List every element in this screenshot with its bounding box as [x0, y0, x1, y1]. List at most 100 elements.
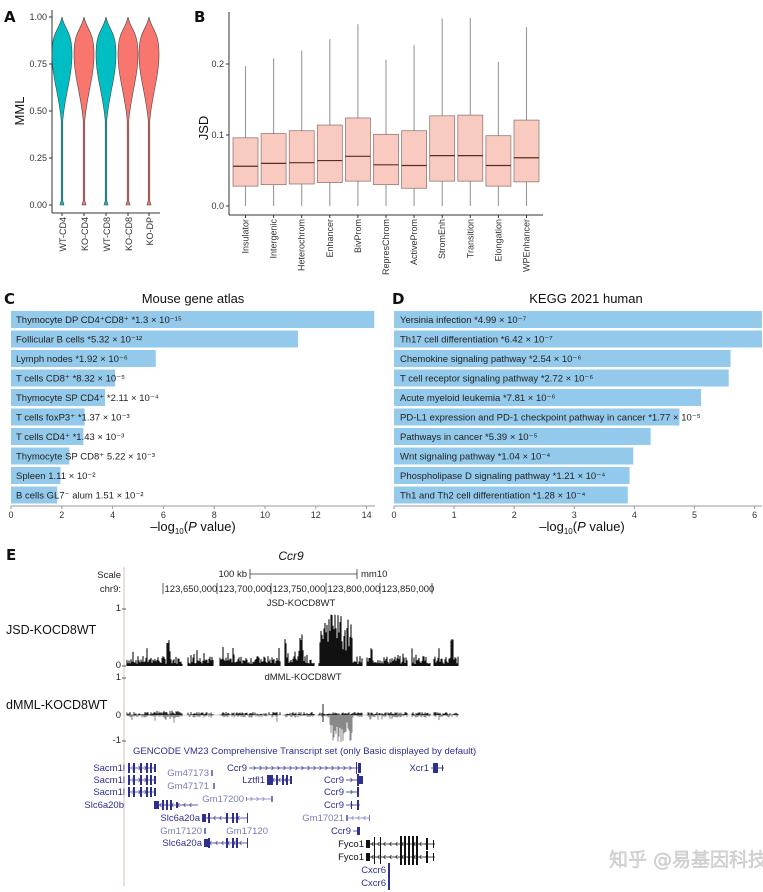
gene-strand-arrow	[219, 815, 222, 821]
gene-model	[388, 876, 390, 890]
enrichment-bar-label: Wnt signaling pathway *1.04 × 10⁻⁴	[400, 452, 550, 463]
gene-label: Xcr1	[409, 763, 429, 774]
a-x-tick-label: WT-CD8	[102, 217, 112, 252]
gene-exon	[204, 839, 208, 847]
b-x-tick-label: Elongation	[493, 219, 503, 262]
gene-model	[204, 828, 206, 834]
gene-label: Gm17021	[302, 813, 344, 824]
gene-exon	[213, 783, 215, 789]
e-track2-signal	[126, 704, 459, 743]
x-tick-label: 10	[260, 510, 270, 520]
gene-exon	[357, 827, 360, 835]
gene-strand-arrow	[289, 765, 292, 771]
x-tick-label: 4	[110, 510, 115, 520]
x-tick-label: 0	[8, 510, 13, 520]
gene-exon	[176, 802, 178, 808]
b-x-tick-label: WPEnhancer	[522, 219, 532, 272]
enrichment-bar	[11, 447, 70, 465]
gene-exon	[154, 801, 159, 809]
gene-label: Slc6a20b	[84, 800, 124, 811]
e-track1-title: JSD-KOCD8WT	[267, 598, 336, 609]
gene-strand-arrow	[283, 765, 286, 771]
gene-strand-arrow	[132, 777, 135, 783]
gene-strand-arrow	[209, 840, 212, 846]
gene-exon	[286, 775, 288, 785]
gene-model	[128, 775, 156, 785]
gene-strand-arrow	[272, 777, 275, 783]
gene-strand-arrow	[278, 777, 281, 783]
gene-strand-arrow	[256, 796, 259, 802]
b-boxes	[232, 17, 540, 206]
panel-b: B JSD 0.0 0.1 0.2 Insulator Intergenic Heter…	[194, 8, 543, 275]
e-position-label: 123,800,000	[328, 584, 381, 595]
enrichment-bar-label: Th1 and Th2 cell differentiation *1.28 ×…	[400, 491, 585, 502]
enrichment-bar	[394, 467, 630, 484]
x-tick-label: 0	[391, 510, 396, 520]
x-tick-label: 6	[161, 510, 166, 520]
gene-label: Ccr9	[331, 826, 351, 837]
gene-exon	[416, 836, 418, 852]
gene-exon	[226, 838, 228, 848]
gene-strand-arrow	[331, 765, 334, 771]
b-box	[260, 133, 287, 186]
gene-strand-arrow	[159, 802, 162, 808]
x-tick-label: 4	[632, 510, 637, 520]
gene-exon	[150, 787, 152, 797]
enrichment-bar	[394, 350, 731, 367]
e-track2-title: dMML-KOCD8WT	[264, 672, 341, 683]
gene-strand-arrow	[165, 802, 168, 808]
e-position-label: 123,700,000	[219, 584, 272, 595]
gene-exon	[374, 837, 375, 851]
gene-strand-arrow	[401, 854, 404, 860]
enrichment-bar-label: Thymocyte DP CD4⁺CD8⁺ *1.3 × 10⁻¹⁵	[16, 315, 182, 326]
gene-exon	[357, 774, 359, 786]
gene-strand-arrow	[357, 815, 360, 821]
b-box	[401, 130, 427, 189]
a-x-tick-label: KO-CD8	[124, 217, 134, 251]
b-y-ticks: 0.0 0.1 0.2	[211, 59, 229, 211]
b-y-tick-label: 0.2	[211, 59, 224, 69]
gene-strand-arrow	[413, 841, 416, 847]
gene-strand-arrow	[227, 840, 230, 846]
e-chr-label: chr9:	[100, 584, 121, 595]
gene-strand-arrow	[350, 789, 353, 795]
gene-exon	[170, 800, 172, 810]
gene-label: Gm17200	[202, 794, 244, 805]
gene-label: Slc6a20a	[162, 838, 202, 849]
gene-exon	[380, 850, 381, 864]
gene-exon	[211, 770, 213, 776]
b-x-tick-label: Transition	[465, 219, 475, 258]
b-x-tick-label: Insulator	[241, 219, 251, 254]
e-assembly-label: mm10	[361, 569, 387, 580]
gene-strand-arrow	[215, 840, 218, 846]
e-position-label: 123,750,000	[273, 584, 326, 595]
enrichment-bar	[11, 330, 299, 348]
enrichment-bar-label: Pathways in cancer *5.39 × 10⁻⁵	[400, 432, 538, 443]
enrichment-bar-label: T cells CD8⁺ *8.32 × 10⁻⁵	[16, 374, 125, 385]
enrichment-bar-label: PD-L1 expression and PD-1 checkpoint pat…	[400, 413, 701, 424]
gene-label: Fyco1	[338, 839, 364, 850]
gene-exon	[412, 849, 414, 865]
panel-letter-e: E	[6, 546, 16, 564]
enrichment-bar	[394, 486, 628, 504]
gene-model	[366, 849, 435, 865]
enrichment-bar	[11, 369, 116, 387]
gene-exon	[369, 815, 370, 821]
a-y-tick-label: 0.50	[29, 106, 47, 116]
gene-exon	[374, 850, 375, 864]
gene-exon	[128, 787, 130, 797]
gene-exon	[208, 813, 210, 823]
enrichment-bar-label: Thymocyte SP CD8⁺ 5.22 × 10⁻³	[16, 452, 155, 463]
gene-exon	[140, 775, 142, 785]
gene-label: Gm17120	[160, 826, 202, 837]
gene-model	[213, 783, 215, 789]
a-y-tick-label: 0.00	[29, 200, 47, 210]
gene-exon	[416, 849, 418, 865]
gene-strand-arrow	[138, 789, 141, 795]
gene-exon	[442, 765, 443, 771]
gene-exon	[204, 828, 206, 834]
gene-strand-arrow	[233, 840, 236, 846]
gene-exon	[346, 815, 348, 821]
a-y-tick-label: 0.25	[29, 153, 47, 163]
gene-exon	[404, 836, 406, 852]
